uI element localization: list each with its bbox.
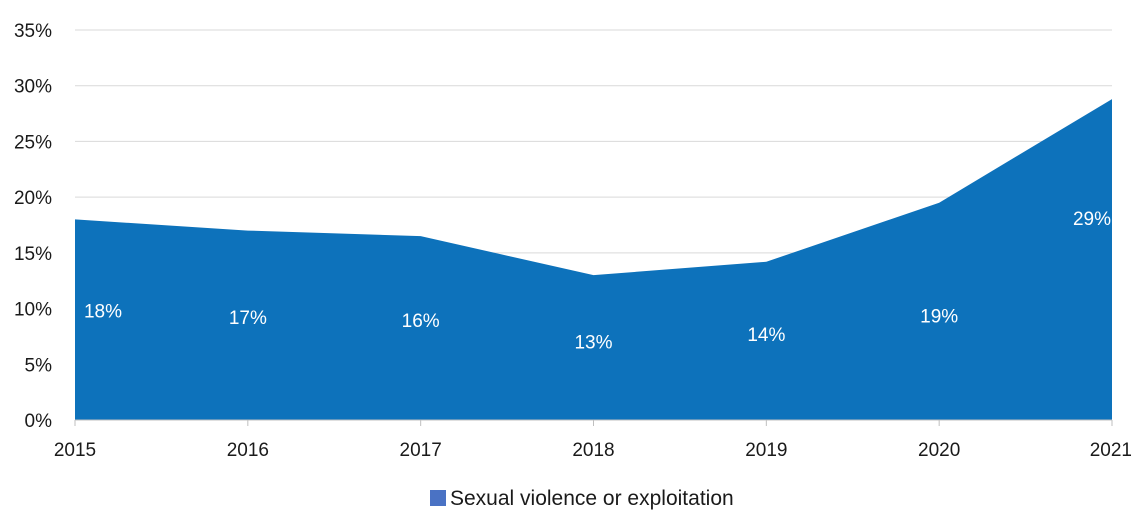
- y-tick-label: 0%: [25, 411, 53, 432]
- y-axis-tick-labels: 0% 5% 10% 15% 20% 25% 30% 35%: [14, 21, 52, 432]
- data-label: 17%: [229, 308, 267, 329]
- data-label: 19%: [920, 307, 958, 328]
- y-tick-label: 5%: [25, 355, 53, 376]
- area-layer: [75, 99, 1112, 420]
- x-axis-ticks: [74, 420, 1113, 426]
- y-tick-label: 10%: [14, 300, 52, 321]
- data-labels: 18% 17% 16% 13% 14% 19% 29%: [84, 209, 1111, 353]
- x-axis-tick-labels: 2015 2016 2017 2018 2019 2020 2021: [54, 440, 1132, 461]
- x-tick-label: 2018: [572, 440, 614, 461]
- x-tick-label: 2016: [227, 440, 269, 461]
- x-tick-label: 2017: [400, 440, 442, 461]
- y-tick-label: 15%: [14, 244, 52, 265]
- y-tick-label: 20%: [14, 188, 52, 209]
- legend: Sexual violence or exploitation: [430, 487, 734, 510]
- legend-swatch: [430, 490, 446, 506]
- x-tick-label: 2020: [918, 440, 960, 461]
- x-tick-label: 2021: [1090, 440, 1132, 461]
- data-label: 18%: [84, 302, 122, 323]
- data-label: 14%: [747, 325, 785, 346]
- legend-label: Sexual violence or exploitation: [450, 487, 734, 510]
- data-label: 16%: [402, 311, 440, 332]
- y-tick-label: 25%: [14, 132, 52, 153]
- x-tick-label: 2015: [54, 440, 96, 461]
- data-label: 13%: [574, 332, 612, 353]
- data-label: 29%: [1073, 209, 1111, 230]
- y-tick-label: 35%: [14, 21, 52, 42]
- x-tick-label: 2019: [745, 440, 787, 461]
- series-area-sexual-violence: [75, 99, 1112, 420]
- y-tick-label: 30%: [14, 77, 52, 98]
